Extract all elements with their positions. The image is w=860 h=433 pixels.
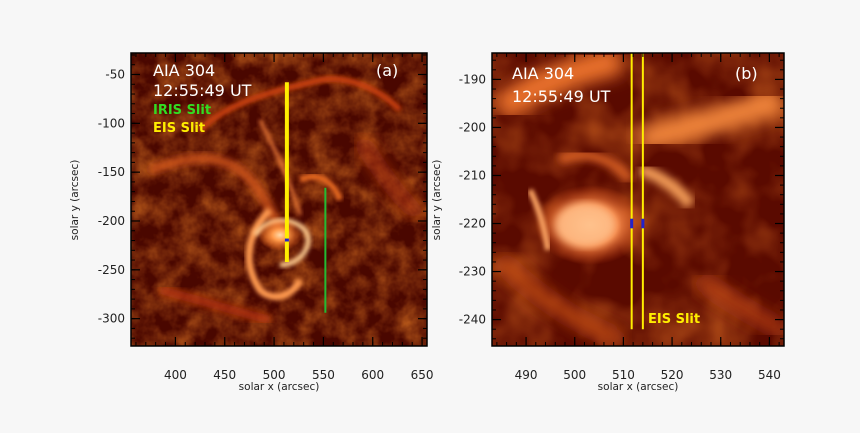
panel-a-slits	[284, 82, 327, 313]
panel-a-ylabel: solar y (arcsec)	[69, 160, 81, 241]
y-tick-label: -230	[459, 265, 486, 279]
panel-a-image	[131, 53, 427, 346]
panel-a-ticks: 400 450 500 550 600 650 -50 -100 -150 -200 -250 -30…	[98, 53, 434, 382]
panel-a-legend-iris: IRIS Slit	[153, 103, 211, 118]
x-tick-label: 540	[758, 368, 781, 382]
x-tick-label: 450	[213, 368, 236, 382]
x-tick-label: 510	[612, 368, 635, 382]
y-tick-label: -210	[459, 168, 486, 182]
panel-a-frame	[130, 52, 428, 347]
panel-b-frame	[491, 52, 785, 347]
panel-b-label: (b)	[735, 64, 758, 83]
panel-a-label: (a)	[376, 61, 398, 80]
panel-b-ylabel: solar y (arcsec)	[431, 160, 443, 241]
panel-b-slits	[630, 53, 645, 330]
x-tick-label: 650	[411, 368, 434, 382]
panel-b: 490 500 510 520 530 540 -190 -200 -210 -220 -230 -2…	[431, 52, 785, 393]
x-tick-label: 500	[563, 368, 586, 382]
x-tick-label: 550	[312, 368, 335, 382]
y-tick-label: -150	[98, 165, 125, 179]
x-tick-label: 490	[515, 368, 538, 382]
y-tick-label: -200	[98, 214, 125, 228]
y-tick-label: -250	[98, 263, 125, 277]
y-tick-label: -240	[459, 313, 486, 327]
panel-b-xlabel: solar x (arcsec)	[598, 381, 679, 393]
panel-a-time: 12:55:49 UT	[153, 81, 252, 100]
y-tick-label: -190	[459, 72, 486, 86]
y-tick-label: -220	[459, 217, 486, 231]
x-tick-label: 600	[361, 368, 384, 382]
panel-b-slit-label: EIS Slit	[648, 312, 700, 327]
x-tick-label: 400	[164, 368, 187, 382]
panel-a: 400 450 500 550 600 650 -50 -100 -150 -200 -250 -30…	[69, 52, 434, 393]
panel-b-instrument: AIA 304	[512, 64, 574, 83]
panel-a-legend-eis: EIS Slit	[153, 121, 205, 136]
panel-b-time: 12:55:49 UT	[512, 87, 611, 106]
y-tick-label: -200	[459, 120, 486, 134]
panel-b-ticks: 490 500 510 520 530 540 -190 -200 -210 -220 -230 -2…	[459, 53, 784, 382]
x-tick-label: 500	[263, 368, 286, 382]
y-tick-label: -50	[105, 67, 125, 81]
panel-a-xlabel: solar x (arcsec)	[239, 381, 320, 393]
panel-b-image	[492, 53, 784, 346]
y-tick-label: -300	[98, 312, 125, 326]
panel-a-instrument: AIA 304	[153, 61, 215, 80]
y-tick-label: -100	[98, 116, 125, 130]
x-tick-label: 530	[709, 368, 732, 382]
x-tick-label: 520	[661, 368, 684, 382]
